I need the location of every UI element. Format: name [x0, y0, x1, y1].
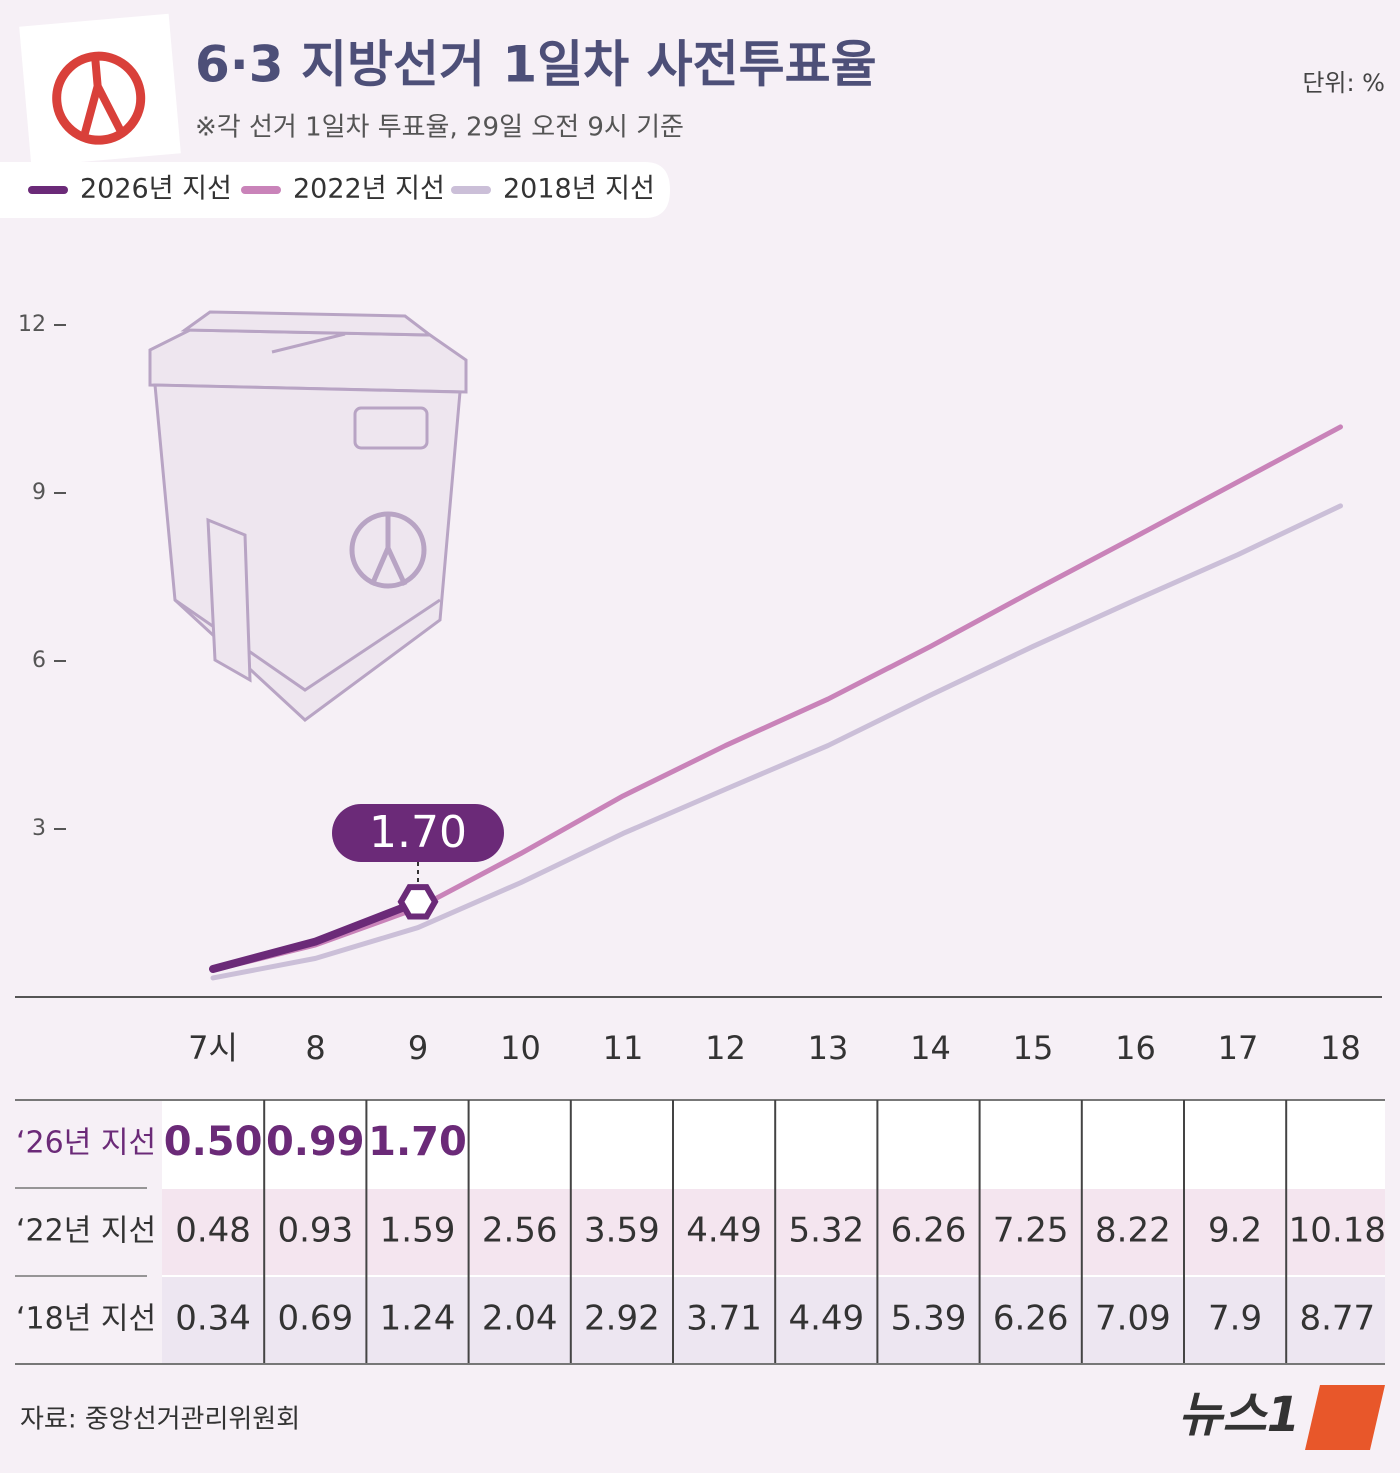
y-tick-label: 12	[18, 312, 46, 337]
logo-mark	[1305, 1385, 1385, 1450]
x-tick-label: 10	[500, 1029, 541, 1067]
row-label: ‘22년 지선	[16, 1214, 156, 1249]
callout-box	[332, 804, 504, 862]
table-cell: 4.49	[686, 1211, 762, 1251]
table-cell: 0.99	[266, 1119, 365, 1165]
table-cell: 7.9	[1208, 1299, 1262, 1339]
table-cell: 1.24	[380, 1299, 456, 1339]
subtitle: ※각 선거 1일차 투표율, 29일 오전 9시 기준	[195, 113, 684, 143]
series-line	[209, 897, 422, 973]
callout-label: 1.70	[369, 807, 467, 858]
x-tick-label: 11	[603, 1029, 644, 1067]
row-label: ‘18년 지선	[16, 1302, 156, 1337]
unit: 단위: %	[1302, 69, 1385, 97]
table-cell: 3.59	[584, 1211, 660, 1251]
x-tick-label: 14	[910, 1029, 951, 1067]
table-cell: 0.93	[277, 1211, 353, 1251]
table-cell: 5.39	[891, 1299, 967, 1339]
source: 자료: 중앙선거관리위원회	[20, 1405, 300, 1435]
legend-label: 2018년 지선	[503, 174, 655, 205]
x-tick-label: 8	[305, 1029, 325, 1067]
table-cell: 2.92	[584, 1299, 660, 1339]
series-line	[210, 424, 1343, 973]
x-tick-label: 9	[408, 1029, 428, 1067]
table-cell: 4.49	[788, 1299, 864, 1339]
table-cell: 1.70	[368, 1119, 467, 1165]
ballot-box	[148, 310, 468, 722]
table-cell: 5.32	[788, 1211, 864, 1251]
y-tick-label: 6	[32, 648, 46, 673]
x-tick-label: 12	[705, 1029, 746, 1067]
legend-label: 2026년 지선	[80, 174, 232, 205]
chart-title: 6·3 지방선거 1일차 사전투표율	[195, 36, 877, 94]
table-cell: 2.04	[482, 1299, 558, 1339]
table-cell: 8.22	[1095, 1211, 1171, 1251]
highlight-marker	[397, 884, 439, 920]
x-tick-label: 15	[1013, 1029, 1054, 1067]
y-tick-label: 9	[32, 480, 46, 505]
table-cell: 0.48	[175, 1211, 251, 1251]
table-cell: 0.69	[277, 1299, 353, 1339]
ballot-logo	[19, 13, 181, 167]
table-cell: 1.59	[380, 1211, 456, 1251]
x-tick-label: 7시	[188, 1029, 238, 1067]
row-label: ‘26년 지선	[16, 1126, 156, 1161]
table-cell: 0.34	[175, 1299, 251, 1339]
series-line	[210, 503, 1343, 981]
legend-label: 2022년 지선	[293, 174, 445, 205]
x-tick-label: 13	[808, 1029, 849, 1067]
table-cell: 10.18	[1289, 1211, 1386, 1251]
table-cell: 9.2	[1208, 1211, 1262, 1251]
logo: 뉴스1	[1178, 1387, 1300, 1443]
y-tick-label: 3	[32, 816, 46, 841]
x-tick-label: 17	[1218, 1029, 1259, 1067]
table-cell: 6.26	[993, 1299, 1069, 1339]
table-cell: 7.09	[1095, 1299, 1171, 1339]
table-cell: 8.77	[1299, 1299, 1375, 1339]
x-tick-label: 18	[1320, 1029, 1361, 1067]
legend-box	[0, 162, 670, 218]
table-cell: 6.26	[891, 1211, 967, 1251]
table-cell: 7.25	[993, 1211, 1069, 1251]
table-cell: 2.56	[482, 1211, 558, 1251]
x-tick-label: 16	[1115, 1029, 1156, 1067]
table-cell: 3.71	[686, 1299, 762, 1339]
table-cell: 0.50	[164, 1119, 263, 1165]
